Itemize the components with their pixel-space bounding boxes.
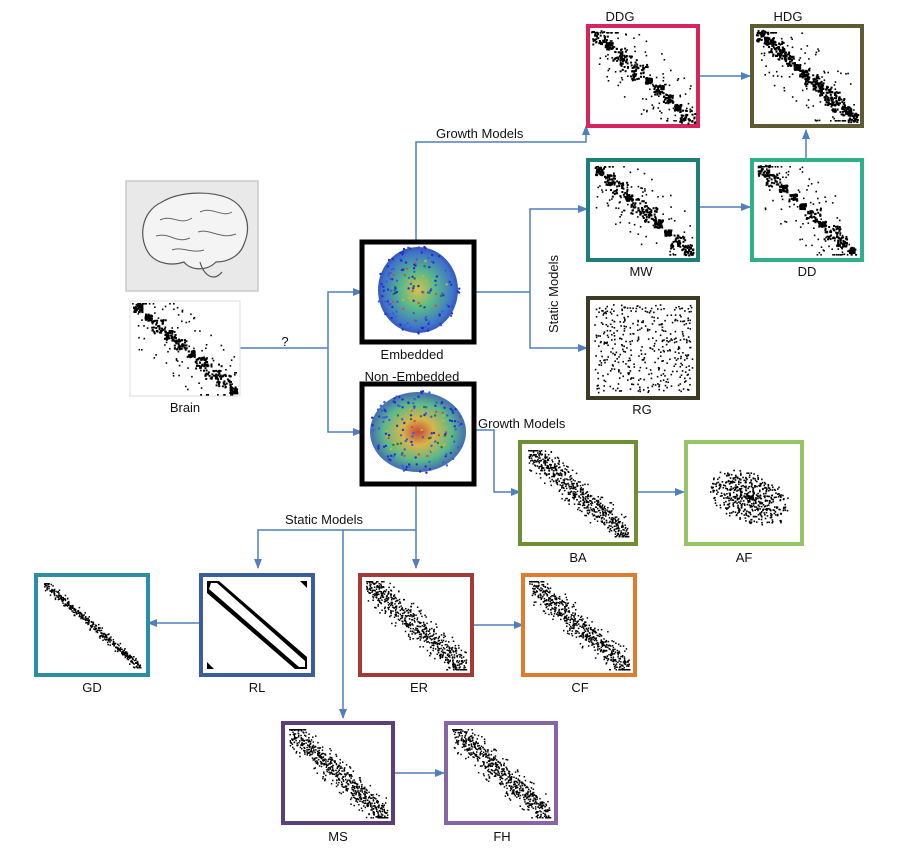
network-nodes xyxy=(371,390,463,474)
arrow-static-to-rg xyxy=(529,292,588,352)
af-label: AF xyxy=(736,550,753,565)
arrow-to-embedded xyxy=(327,288,363,348)
matrix-texture xyxy=(591,30,697,125)
matrix-texture xyxy=(529,581,631,671)
ddg-label: DDG xyxy=(606,9,635,24)
ba-label: BA xyxy=(569,550,587,565)
matrix-texture xyxy=(289,729,389,819)
panel-ddg xyxy=(586,24,700,128)
matrix-texture xyxy=(44,583,142,669)
ms-label: MS xyxy=(328,829,348,844)
arrow-static-to-mw xyxy=(529,205,588,292)
brain-matrix xyxy=(129,300,241,397)
panel-mw xyxy=(586,158,700,262)
matrix-texture xyxy=(755,29,860,124)
panel-fh xyxy=(444,721,558,825)
rl-label: RL xyxy=(249,680,266,695)
panel-hdg xyxy=(750,24,864,128)
panel-ms xyxy=(281,721,395,825)
panel-ba xyxy=(518,440,638,546)
panel-gd xyxy=(34,573,150,677)
er-label: ER xyxy=(410,680,428,695)
arrow-embedded-to-ddg xyxy=(415,125,590,240)
connectors xyxy=(147,72,810,777)
gd-label: GD xyxy=(82,680,102,695)
rg-label: RG xyxy=(632,402,652,417)
arrow-to-nonembedded xyxy=(327,348,363,436)
matrix-texture xyxy=(366,581,468,671)
matrix-texture xyxy=(709,469,789,526)
growth-models-top-label: Growth Models xyxy=(436,126,524,141)
arrow-nonembedded-to-ba xyxy=(474,429,521,496)
mw-label: MW xyxy=(629,264,653,279)
dd-label: DD xyxy=(798,264,817,279)
panel-dd xyxy=(750,158,864,262)
embedded-network-image xyxy=(359,239,477,345)
matrix-texture xyxy=(757,164,857,256)
brain-label: Brain xyxy=(170,400,200,415)
panel-af xyxy=(684,440,804,546)
network-nodes xyxy=(377,245,461,335)
panel-cf xyxy=(521,573,637,677)
matrix-texture xyxy=(594,304,694,394)
panel-rg xyxy=(586,296,700,400)
brain-sketch-image xyxy=(125,180,259,292)
matrix-texture xyxy=(452,729,552,819)
arrow-split-to-rl xyxy=(254,529,416,569)
question-label: ? xyxy=(281,334,288,349)
cf-label: CF xyxy=(571,680,588,695)
static-models-nonembedded-label: Static Models xyxy=(285,512,364,527)
growth-models-mid-label: Growth Models xyxy=(478,416,566,431)
hdg-label: HDG xyxy=(774,9,803,24)
matrix-texture xyxy=(132,303,239,396)
static-models-embedded-label: Static Models xyxy=(546,254,561,333)
embedded-label: Embedded xyxy=(381,347,444,362)
panel-er xyxy=(358,573,474,677)
nonembedded-network-image xyxy=(359,381,477,487)
matrix-texture xyxy=(594,166,695,257)
fh-label: FH xyxy=(493,829,510,844)
matrix-texture xyxy=(528,450,630,538)
nonembedded-label: Non -Embedded xyxy=(365,369,460,384)
panel-rl xyxy=(199,573,315,677)
